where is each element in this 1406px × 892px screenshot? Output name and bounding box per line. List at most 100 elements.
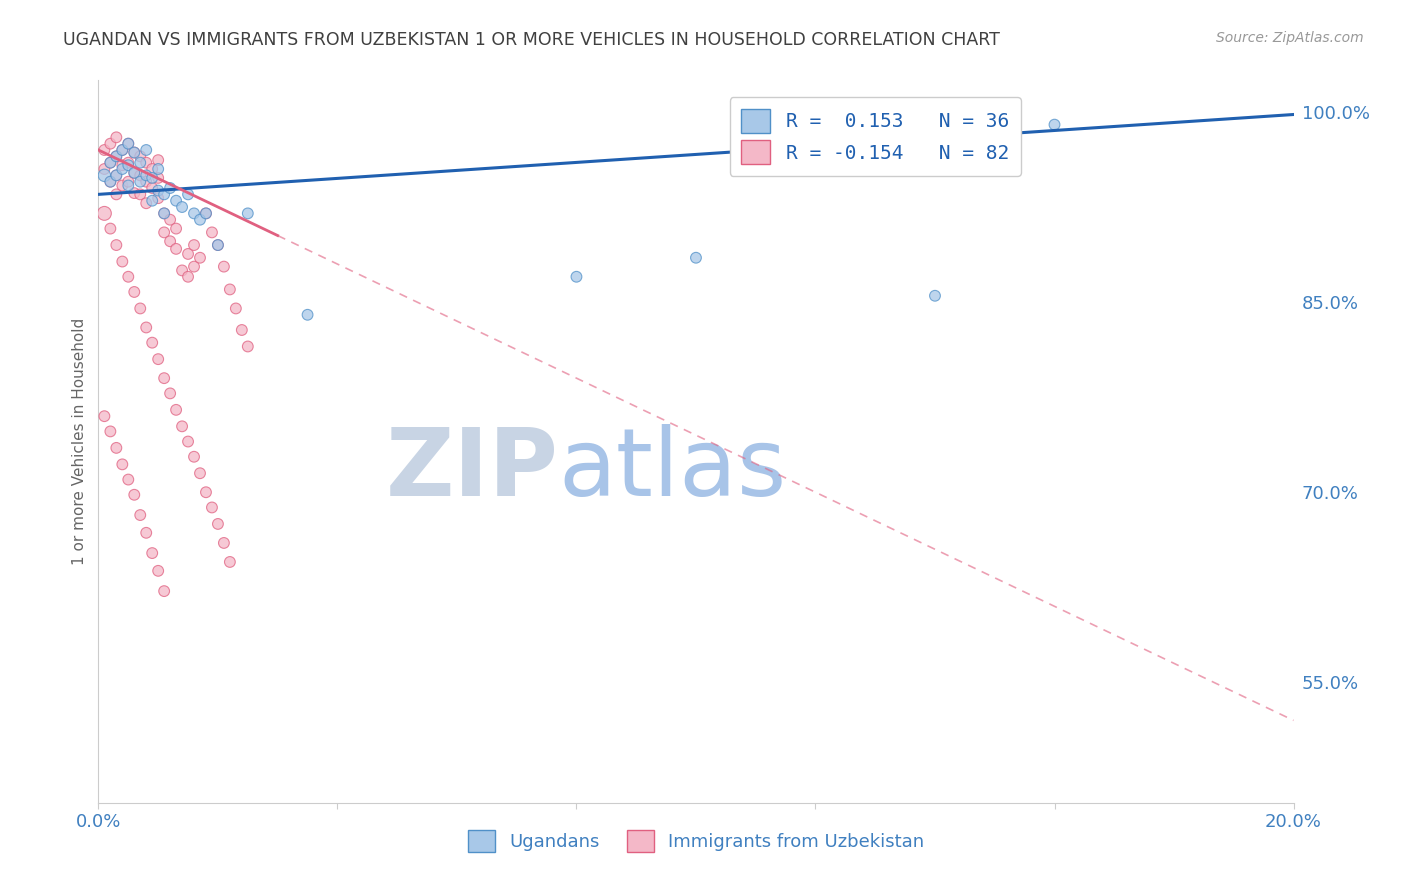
- Point: [105, 169, 128, 183]
- Point: [153, 187, 176, 202]
- Point: [129, 169, 152, 183]
- Point: [111, 178, 134, 193]
- Point: [93, 169, 115, 183]
- Point: [565, 269, 588, 284]
- Legend: Ugandans, Immigrants from Uzbekistan: Ugandans, Immigrants from Uzbekistan: [460, 822, 932, 859]
- Point: [135, 525, 157, 540]
- Point: [98, 155, 122, 169]
- Point: [685, 251, 707, 265]
- Point: [236, 206, 259, 220]
- Point: [129, 301, 152, 316]
- Point: [93, 143, 115, 157]
- Point: [124, 145, 146, 160]
- Y-axis label: 1 or more Vehicles in Household: 1 or more Vehicles in Household: [72, 318, 87, 566]
- Point: [93, 409, 115, 424]
- Point: [105, 238, 128, 252]
- Point: [207, 238, 229, 252]
- Point: [159, 386, 181, 401]
- Point: [141, 181, 163, 195]
- Point: [195, 485, 218, 500]
- Point: [159, 212, 181, 227]
- Point: [129, 508, 152, 522]
- Point: [93, 161, 115, 176]
- Point: [165, 402, 187, 417]
- Point: [105, 149, 128, 163]
- Point: [93, 206, 115, 220]
- Point: [153, 206, 176, 220]
- Point: [1043, 118, 1066, 132]
- Point: [129, 155, 152, 169]
- Point: [124, 166, 146, 180]
- Point: [141, 194, 163, 208]
- Point: [177, 247, 200, 261]
- Point: [135, 175, 157, 189]
- Point: [148, 191, 170, 205]
- Point: [195, 206, 218, 220]
- Point: [98, 136, 122, 151]
- Point: [924, 289, 946, 303]
- Point: [148, 184, 170, 198]
- Text: atlas: atlas: [558, 425, 787, 516]
- Point: [183, 450, 205, 464]
- Point: [117, 136, 139, 151]
- Point: [98, 175, 122, 189]
- Point: [225, 301, 247, 316]
- Point: [172, 419, 194, 434]
- Point: [117, 175, 139, 189]
- Point: [201, 226, 224, 240]
- Point: [111, 143, 134, 157]
- Point: [105, 169, 128, 183]
- Point: [195, 206, 218, 220]
- Point: [219, 555, 242, 569]
- Point: [207, 238, 229, 252]
- Point: [111, 254, 134, 268]
- Point: [148, 161, 170, 176]
- Point: [231, 323, 253, 337]
- Point: [177, 269, 200, 284]
- Point: [117, 155, 139, 169]
- Point: [105, 149, 128, 163]
- Point: [159, 234, 181, 248]
- Point: [165, 221, 187, 235]
- Point: [135, 196, 157, 211]
- Point: [117, 269, 139, 284]
- Point: [172, 263, 194, 277]
- Point: [188, 251, 211, 265]
- Point: [148, 352, 170, 367]
- Point: [165, 194, 187, 208]
- Point: [124, 186, 146, 200]
- Point: [124, 166, 146, 180]
- Point: [117, 473, 139, 487]
- Point: [183, 238, 205, 252]
- Point: [236, 339, 259, 353]
- Point: [153, 584, 176, 599]
- Point: [153, 371, 176, 385]
- Point: [117, 178, 139, 193]
- Point: [141, 546, 163, 560]
- Point: [207, 516, 229, 531]
- Point: [212, 260, 235, 274]
- Point: [153, 226, 176, 240]
- Point: [188, 212, 211, 227]
- Point: [98, 155, 122, 169]
- Point: [129, 149, 152, 163]
- Point: [105, 187, 128, 202]
- Text: Source: ZipAtlas.com: Source: ZipAtlas.com: [1216, 31, 1364, 45]
- Point: [153, 206, 176, 220]
- Point: [177, 187, 200, 202]
- Point: [165, 242, 187, 256]
- Point: [135, 169, 157, 183]
- Point: [148, 564, 170, 578]
- Point: [135, 155, 157, 169]
- Point: [111, 158, 134, 172]
- Text: ZIP: ZIP: [385, 425, 558, 516]
- Point: [124, 285, 146, 299]
- Point: [111, 458, 134, 472]
- Text: UGANDAN VS IMMIGRANTS FROM UZBEKISTAN 1 OR MORE VEHICLES IN HOUSEHOLD CORRELATIO: UGANDAN VS IMMIGRANTS FROM UZBEKISTAN 1 …: [63, 31, 1000, 49]
- Point: [177, 434, 200, 449]
- Point: [135, 320, 157, 334]
- Point: [98, 175, 122, 189]
- Point: [105, 441, 128, 455]
- Point: [148, 153, 170, 168]
- Point: [201, 500, 224, 515]
